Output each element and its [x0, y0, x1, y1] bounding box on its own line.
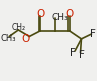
Text: CH₃: CH₃ [0, 34, 16, 43]
Text: O: O [36, 9, 44, 19]
Text: F: F [90, 29, 96, 39]
Text: CH₂: CH₂ [11, 23, 25, 32]
Text: F: F [70, 48, 76, 58]
Text: CH₃: CH₃ [51, 12, 68, 22]
Text: O: O [22, 34, 30, 44]
Text: F: F [78, 50, 84, 60]
Text: O: O [65, 9, 74, 19]
